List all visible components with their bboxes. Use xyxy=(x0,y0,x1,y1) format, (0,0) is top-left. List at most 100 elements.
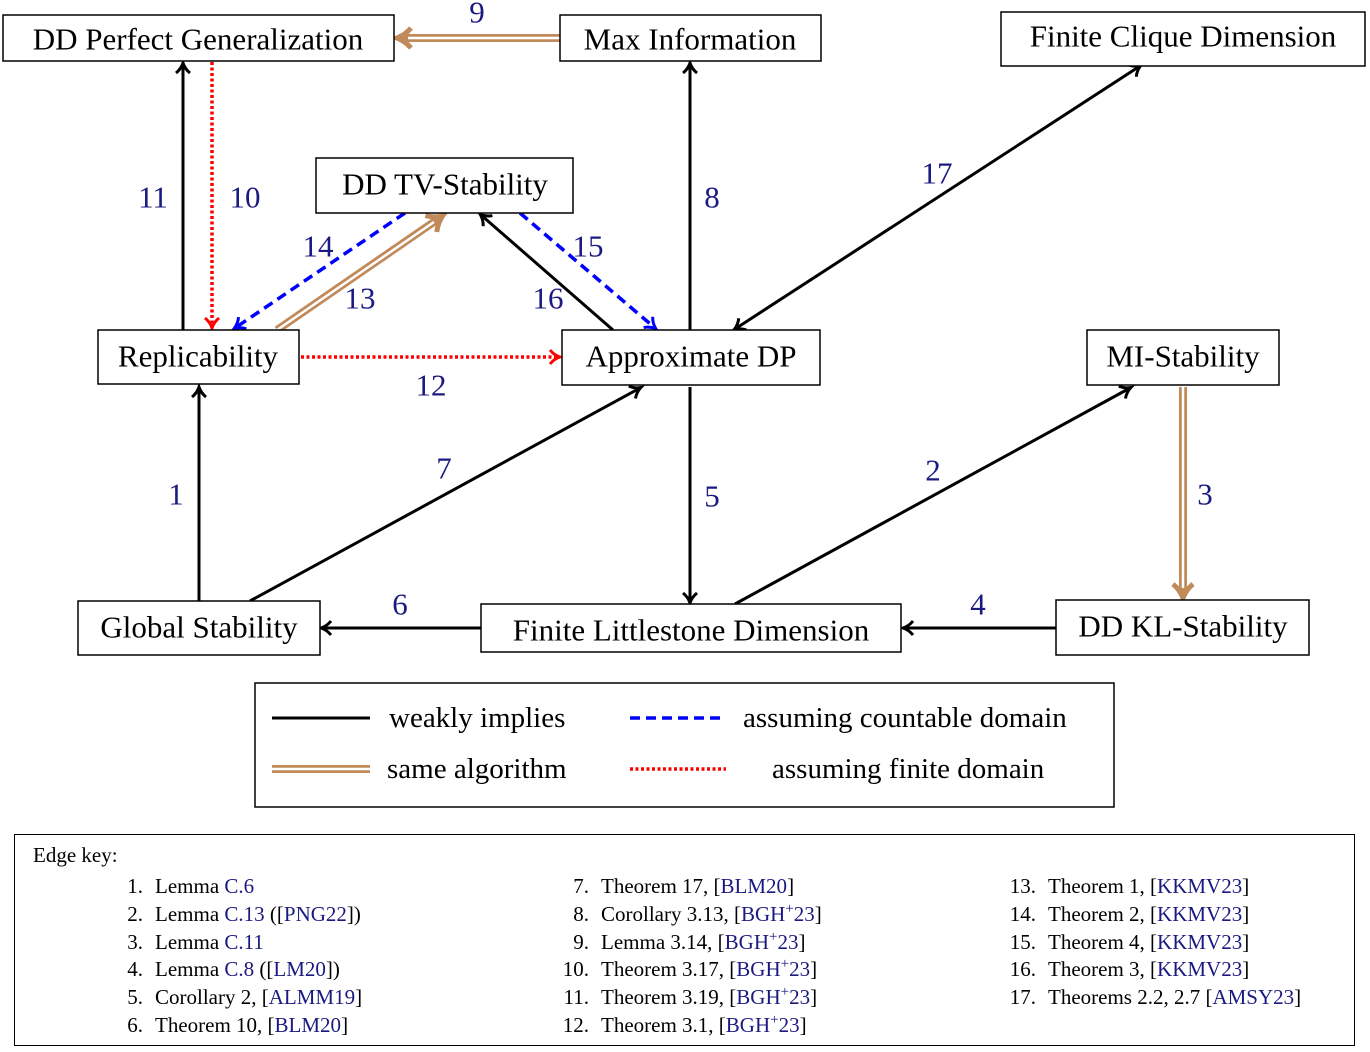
reference-link[interactable]: + xyxy=(768,928,778,945)
edge-14 xyxy=(230,211,406,332)
edge-key-text: ([ xyxy=(264,901,284,926)
reference-link[interactable]: AMSY23 xyxy=(1212,985,1295,1010)
edge-label-11: 11 xyxy=(138,180,168,215)
legend-same-algorithm: same algorithm xyxy=(387,753,567,785)
edge-key-text: ] xyxy=(1294,985,1302,1010)
reference-link[interactable]: BGH xyxy=(740,901,786,926)
edge-label-6: 6 xyxy=(392,587,408,622)
svg-text:Finite Littlestone Dimension: Finite Littlestone Dimension xyxy=(513,613,870,648)
edge-label-10: 10 xyxy=(230,180,261,215)
edge-key: Edge key: 1. Lemma C.6 2. Lemma C.13 ([PNG2… xyxy=(14,834,1355,1046)
edge-key-column-2: 7. Theorem 17, [BLM20] 8. Corollary 3.13, [… xyxy=(549,873,822,1040)
svg-text:DD Perfect Generalization: DD Perfect Generalization xyxy=(33,22,364,57)
node-dd-kl-stability: DD KL-Stability xyxy=(1055,599,1310,656)
reference-link[interactable]: 23 xyxy=(778,1012,800,1037)
edge-key-item: 2. Lemma C.13 ([PNG22]) xyxy=(103,901,362,929)
edge-key-item: 3. Lemma C.11 xyxy=(103,929,362,957)
node-replicability: Replicability xyxy=(97,329,300,385)
edge-key-item: 4. Lemma C.8 ([LM20]) xyxy=(103,956,362,984)
reference-link[interactable]: PNG22 xyxy=(283,901,347,926)
edge-key-text: ] xyxy=(355,985,363,1010)
edge-label-5: 5 xyxy=(704,479,720,514)
edge-key-text: ] xyxy=(798,929,806,954)
edge-16 xyxy=(476,211,614,332)
edge-key-text: Theorem 10, [ xyxy=(155,1012,275,1037)
reference-link[interactable]: 23 xyxy=(793,901,815,926)
edge-2 xyxy=(734,384,1136,606)
edge-17 xyxy=(730,62,1145,333)
edge-key-item: 6. Theorem 10, [BLM20] xyxy=(103,1012,362,1040)
edge-key-number: 6. xyxy=(127,1012,143,1037)
edge-key-text: Lemma xyxy=(155,929,225,954)
edge-key-text: Theorem 2, [ xyxy=(1048,901,1158,926)
edge-key-number: 3. xyxy=(127,929,143,954)
edge-key-text: ] xyxy=(787,874,795,898)
edge-key-item: 5. Corollary 2, [ALMM19] xyxy=(103,984,362,1012)
reference-link[interactable]: C.13 xyxy=(224,901,265,926)
node-global-stability: Global Stability xyxy=(77,600,321,656)
edge-key-number: 9. xyxy=(573,929,589,954)
edge-label-17: 17 xyxy=(922,156,953,191)
reference-link[interactable]: + xyxy=(785,900,794,917)
reference-link[interactable]: BLM20 xyxy=(274,1012,342,1037)
edge-key-text: Lemma xyxy=(155,957,225,982)
edge-key-number: 14. xyxy=(1009,901,1036,926)
edge-key-text: Theorem 3, [ xyxy=(1048,957,1158,982)
edge-key-text: Theorem 1, [ xyxy=(1048,874,1158,898)
edge-label-2: 2 xyxy=(925,453,941,488)
reference-link[interactable]: KKMV23 xyxy=(1157,957,1243,982)
reference-link[interactable]: 23 xyxy=(789,985,811,1010)
reference-link[interactable]: KKMV23 xyxy=(1157,901,1243,926)
edge-key-number: 16. xyxy=(1009,957,1036,982)
svg-text:DD KL-Stability: DD KL-Stability xyxy=(1078,609,1288,644)
node-finite-littlestone-dimension: Finite Littlestone Dimension xyxy=(480,603,902,653)
edge-key-text: Lemma 3.14, [ xyxy=(601,929,725,954)
reference-link[interactable]: BGH xyxy=(736,985,781,1010)
edge-key-number: 12. xyxy=(562,1012,589,1037)
edge-key-item: 17. Theorems 2.2, 2.7 [AMSY23] xyxy=(996,984,1301,1012)
edge-key-item: 8. Corollary 3.13, [BGH+23] xyxy=(549,901,822,929)
edge-label-3: 3 xyxy=(1197,477,1213,512)
edge-key-number: 10. xyxy=(562,957,589,982)
svg-text:Finite Clique Dimension: Finite Clique Dimension xyxy=(1030,19,1337,54)
edge-key-column-3: 13. Theorem 1, [KKMV23] 14. Theorem 2, [KKM… xyxy=(996,873,1301,1012)
reference-link[interactable]: + xyxy=(780,956,790,973)
edge-key-number: 1. xyxy=(127,874,143,898)
edge-key-text: ] xyxy=(341,1012,349,1037)
edge-key-item: 10. Theorem 3.17, [BGH+23] xyxy=(549,956,822,984)
reference-link[interactable]: 23 xyxy=(789,957,811,982)
edge-key-column-1: 1. Lemma C.6 2. Lemma C.13 ([PNG22]) 3. Lemma… xyxy=(103,873,362,1040)
edge-7 xyxy=(249,384,646,603)
reference-link[interactable]: C.6 xyxy=(224,874,255,898)
edge-13 xyxy=(274,211,449,334)
reference-link[interactable]: LM20 xyxy=(273,957,326,982)
reference-link[interactable]: 23 xyxy=(777,929,799,954)
reference-link[interactable]: BGH xyxy=(736,957,781,982)
edge-label-16: 16 xyxy=(533,281,564,316)
reference-link[interactable]: C.8 xyxy=(224,957,255,982)
reference-link[interactable]: BGH xyxy=(724,929,769,954)
edge-label-9: 9 xyxy=(469,0,485,30)
edge-label-12: 12 xyxy=(416,368,447,403)
reference-link[interactable]: KKMV23 xyxy=(1157,874,1243,898)
node-mi-stability: MI-Stability xyxy=(1086,329,1280,386)
edge-label-8: 8 xyxy=(704,180,720,215)
reference-link[interactable]: ALMM19 xyxy=(268,985,356,1010)
edge-key-text: ] xyxy=(810,985,818,1010)
edge-key-text: ]) xyxy=(325,957,340,982)
reference-link[interactable]: C.11 xyxy=(224,929,264,954)
reference-link[interactable]: + xyxy=(770,1011,779,1028)
edge-key-text: ] xyxy=(810,957,818,982)
edge-key-number: 13. xyxy=(1009,874,1036,898)
reference-link[interactable]: KKMV23 xyxy=(1157,929,1243,954)
edge-key-number: 15. xyxy=(1009,929,1036,954)
edge-key-item: 15. Theorem 4, [KKMV23] xyxy=(996,929,1301,957)
reference-link[interactable]: + xyxy=(780,984,790,1001)
edge-key-text: ] xyxy=(814,901,822,926)
edge-label-4: 4 xyxy=(970,587,986,622)
edge-key-text: ]) xyxy=(346,901,361,926)
edge-key-text: Lemma xyxy=(155,901,225,926)
reference-link[interactable]: BGH xyxy=(725,1012,771,1037)
edge-key-item: 9. Lemma 3.14, [BGH+23] xyxy=(549,929,822,957)
reference-link[interactable]: BLM20 xyxy=(720,874,788,898)
